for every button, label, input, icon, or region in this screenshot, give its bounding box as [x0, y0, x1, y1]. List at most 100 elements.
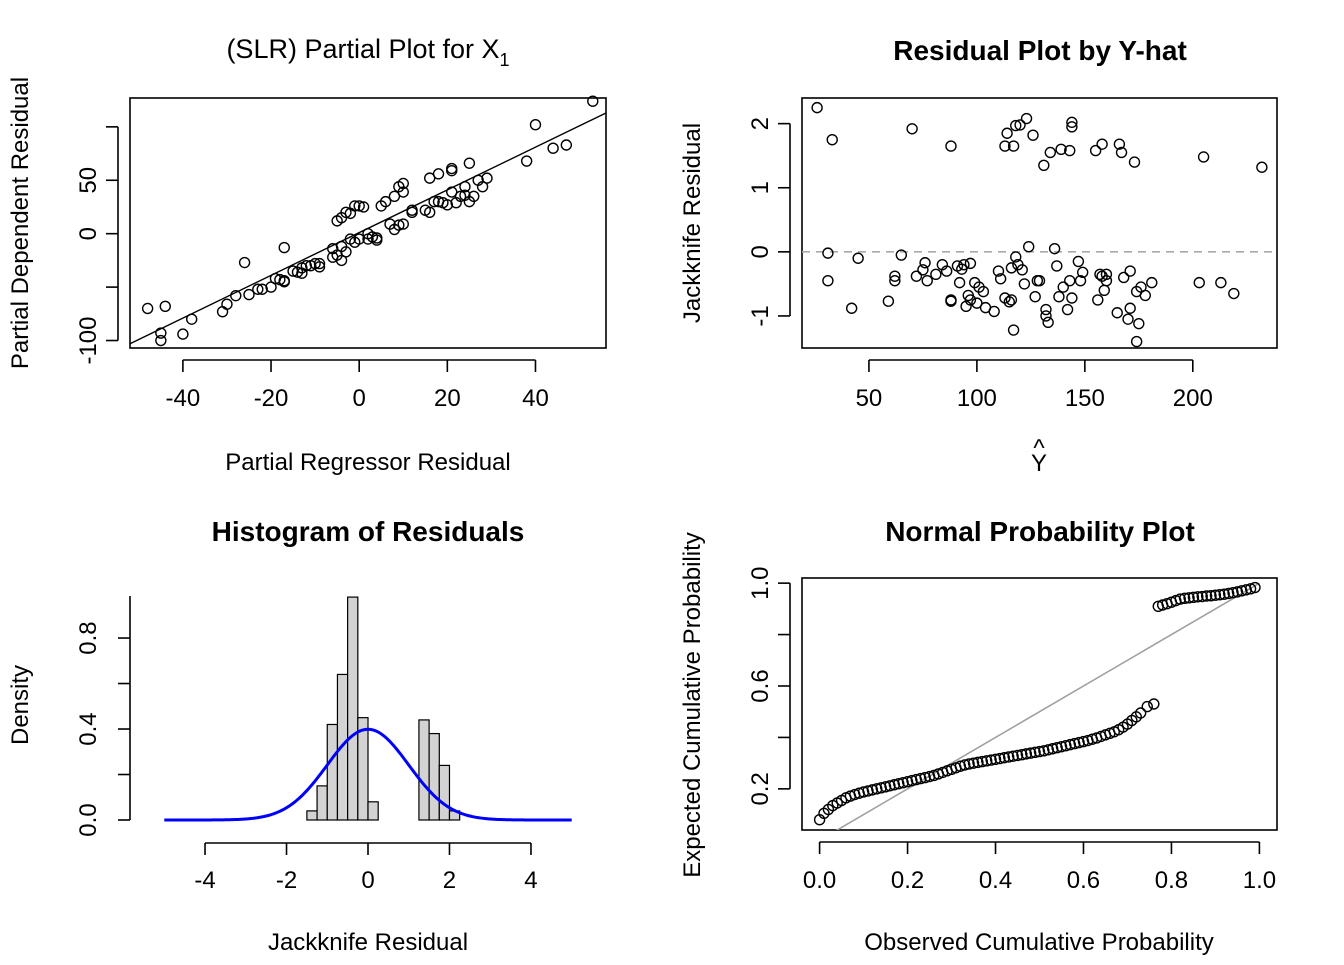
y-axis-label: Expected Cumulative Probability [679, 532, 706, 878]
x-tick-label: 4 [524, 867, 537, 894]
data-point [1016, 264, 1028, 276]
x-tick-label: -40 [166, 385, 201, 412]
data-point [985, 754, 997, 766]
data-point [446, 164, 458, 177]
data-point [1200, 590, 1213, 602]
data-point [463, 157, 476, 169]
x-tick-label: 2 [443, 867, 456, 894]
histogram-bar [357, 717, 369, 821]
data-point [278, 241, 290, 254]
data-point [1214, 589, 1226, 601]
data-point [921, 274, 933, 287]
data-point [999, 140, 1011, 152]
data-point [1064, 274, 1076, 287]
data-point [906, 123, 918, 135]
data-point [1007, 750, 1019, 762]
data-point [238, 256, 251, 269]
data-point [1092, 294, 1104, 306]
data-point [940, 265, 953, 277]
y-axis-label: Jackknife Residual [679, 123, 706, 323]
data-point [964, 257, 977, 270]
data-point [155, 327, 167, 339]
data-point [958, 258, 970, 271]
data-point [1010, 251, 1022, 263]
histogram-bar [316, 785, 328, 821]
data-point [889, 274, 901, 287]
data-point [994, 273, 1007, 285]
data-point [1042, 316, 1054, 329]
data-point [424, 172, 436, 184]
data-point [1003, 296, 1015, 308]
y-tick-label: -1 [747, 305, 774, 326]
x-tick-label: 100 [957, 385, 997, 412]
y-tick-label: 0 [747, 245, 774, 258]
data-point [432, 168, 445, 180]
data-point [826, 133, 838, 146]
data-point [971, 297, 983, 309]
data-point [424, 206, 436, 219]
data-point [1215, 276, 1227, 289]
data-point [1128, 156, 1141, 168]
y-tick-label: -100 [75, 316, 102, 364]
data-point [1178, 592, 1191, 605]
plot-frame [801, 577, 1278, 831]
data-point [1027, 129, 1039, 141]
plot-frame [129, 97, 607, 349]
data-point [1007, 140, 1020, 152]
data-point [1196, 590, 1208, 603]
data-point [977, 285, 990, 298]
chart-title: (SLR) Partial Plot for X1 [226, 34, 509, 70]
data-point [1197, 151, 1210, 163]
partial-plot-panel: (SLR) Partial Plot for X1 -100 0 50 -40 -20 0 2… [7, 34, 607, 476]
data-point [1115, 146, 1128, 159]
data-point [1205, 590, 1217, 602]
data-point [340, 206, 352, 219]
data-point [446, 186, 458, 198]
data-point [1141, 700, 1153, 713]
chart-title: Histogram of Residuals [212, 516, 525, 547]
data-point [388, 190, 401, 202]
data-point [845, 302, 858, 314]
x-tick-label: 0.8 [1155, 867, 1188, 894]
x-tick-label: 50 [856, 385, 883, 412]
data-point [811, 101, 823, 114]
data-point [1133, 317, 1145, 330]
histogram-bar [306, 810, 318, 821]
data-point [895, 249, 908, 261]
data-point [468, 190, 480, 202]
x-axis-label-hat: ^ [1033, 435, 1045, 462]
data-point [186, 313, 198, 325]
x-axis-label: Observed Cumulative Probability [864, 929, 1214, 956]
data-point [1183, 592, 1195, 604]
data-point [1018, 278, 1031, 290]
x-axis-label: Jackknife Residual [268, 929, 468, 956]
data-point [357, 201, 370, 213]
histogram-bar [367, 801, 379, 821]
data-point [1089, 144, 1102, 157]
data-point [1227, 586, 1239, 599]
data-point [882, 295, 895, 307]
x-tick-label: 150 [1065, 385, 1105, 412]
data-point [1222, 587, 1235, 600]
x-tick-label: 0.0 [803, 867, 836, 894]
data-point [587, 95, 599, 107]
data-point [428, 195, 440, 208]
histogram-bar [428, 732, 440, 821]
data-point [371, 234, 383, 246]
data-point [1066, 121, 1078, 133]
data-point [930, 268, 942, 280]
y-tick-label: 0.2 [747, 772, 774, 805]
x-tick-label: 1.0 [1243, 867, 1276, 894]
data-point [177, 328, 189, 340]
data-point [159, 300, 171, 313]
data-point [1096, 138, 1108, 150]
data-point [945, 140, 957, 152]
data-point [1005, 294, 1018, 306]
data-point [349, 200, 361, 212]
histogram-bar [347, 596, 359, 821]
y-tick-label: 0.6 [747, 669, 774, 702]
y-tick-label: 0.4 [75, 712, 102, 745]
data-point [155, 334, 167, 347]
data-point [1122, 313, 1134, 325]
